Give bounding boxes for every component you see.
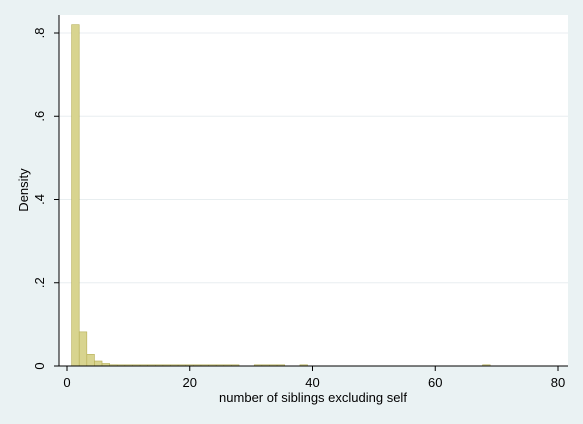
x-tick-label-1: 20 [183,375,197,390]
x-axis-label: number of siblings excluding self [219,390,407,405]
y-tick-label-3: .6 [32,111,47,122]
x-tick-label-4: 80 [551,375,565,390]
x-tick-label-3: 60 [428,375,442,390]
y-axis-label: Density [16,168,31,212]
bar-1 [79,332,87,366]
bar-3 [94,361,102,366]
y-tick-label-1: .2 [32,277,47,288]
x-tick-label-2: 40 [305,375,319,390]
bar-2 [87,354,95,366]
y-tick-label-4: .8 [32,28,47,39]
bar-0 [72,25,80,366]
y-tick-label-0: 0 [32,362,47,369]
y-tick-label-2: .4 [32,194,47,205]
plot-area [59,15,568,366]
x-tick-label-0: 0 [63,375,70,390]
